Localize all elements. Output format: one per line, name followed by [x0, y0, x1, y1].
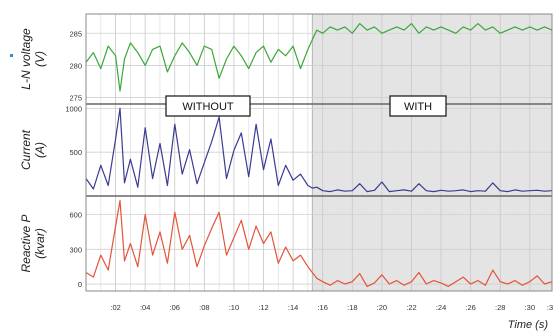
- y-tick-labels: 275 280 285 500 1000 0 300 600: [65, 29, 82, 289]
- region-label-box-0: [165, 95, 251, 117]
- x-tick-label: :04: [140, 303, 150, 312]
- x-tick-label: :28: [495, 303, 505, 312]
- y-tick-label: 600: [69, 211, 82, 220]
- marker-dot: [10, 54, 13, 57]
- x-tick-label: :26: [465, 303, 475, 312]
- y-axis-label-line1: Reactive P: [19, 214, 33, 272]
- series-line-0: [85, 23, 553, 92]
- x-tick-label: :20: [377, 303, 387, 312]
- plot-frame: [85, 13, 553, 292]
- y-axis-label-line1: L-N voltage: [19, 28, 33, 90]
- region-label-0: WITHOUT: [182, 101, 234, 113]
- y-axis-label-line2: (A): [33, 142, 47, 158]
- gridlines: [86, 14, 552, 291]
- y-axis-label-2: Reactive P (kvar): [19, 214, 47, 272]
- x-axis-label: Time (s): [508, 319, 549, 331]
- x-tick-label: :02: [110, 303, 120, 312]
- x-tick-label: :12: [258, 303, 268, 312]
- panel-separators: [85, 13, 553, 292]
- series-lines: [85, 23, 553, 287]
- x-tick-label: :08: [199, 303, 209, 312]
- y-tick-label: 1000: [65, 104, 82, 113]
- y-axis-labels: L-N voltage (V) Current (A) Reactive P (kvar): [19, 28, 47, 273]
- y-tick-label: 280: [69, 61, 82, 70]
- y-tick-label: 0: [78, 280, 82, 289]
- region-label-box-1: [389, 95, 447, 117]
- y-axis-label-line2: (kvar): [33, 228, 47, 259]
- series-line-2: [85, 200, 553, 287]
- x-tick-label: :10: [229, 303, 239, 312]
- y-tick-label: 500: [69, 148, 82, 157]
- y-axis-label-0: L-N voltage (V): [19, 28, 47, 90]
- x-tick-label: :22: [406, 303, 416, 312]
- x-tick-label: :06: [170, 303, 180, 312]
- x-tick-label: :14: [288, 303, 298, 312]
- x-tick-label: :16: [317, 303, 327, 312]
- region-labels: WITHOUT WITH: [165, 95, 447, 117]
- y-tick-label: 300: [69, 245, 82, 254]
- region-label-1: WITH: [404, 101, 432, 113]
- y-tick-label: 275: [69, 94, 82, 103]
- y-axis-label-line1: Current: [19, 129, 33, 170]
- x-tick-label: :18: [347, 303, 357, 312]
- y-axis-label-line2: (V): [33, 51, 47, 67]
- y-axis-label-1: Current (A): [19, 129, 47, 170]
- x-tick-label: :30: [525, 303, 535, 312]
- y-tick-label: 285: [69, 29, 82, 38]
- x-tick-label: :24: [436, 303, 446, 312]
- series-line-1: [85, 107, 553, 193]
- x-tick-label: :3: [547, 303, 553, 312]
- x-tick-labels: :02 :04 :06 :08 :10 :12 :14 :16 :18 :20 :22 :24 :26:…: [110, 303, 553, 312]
